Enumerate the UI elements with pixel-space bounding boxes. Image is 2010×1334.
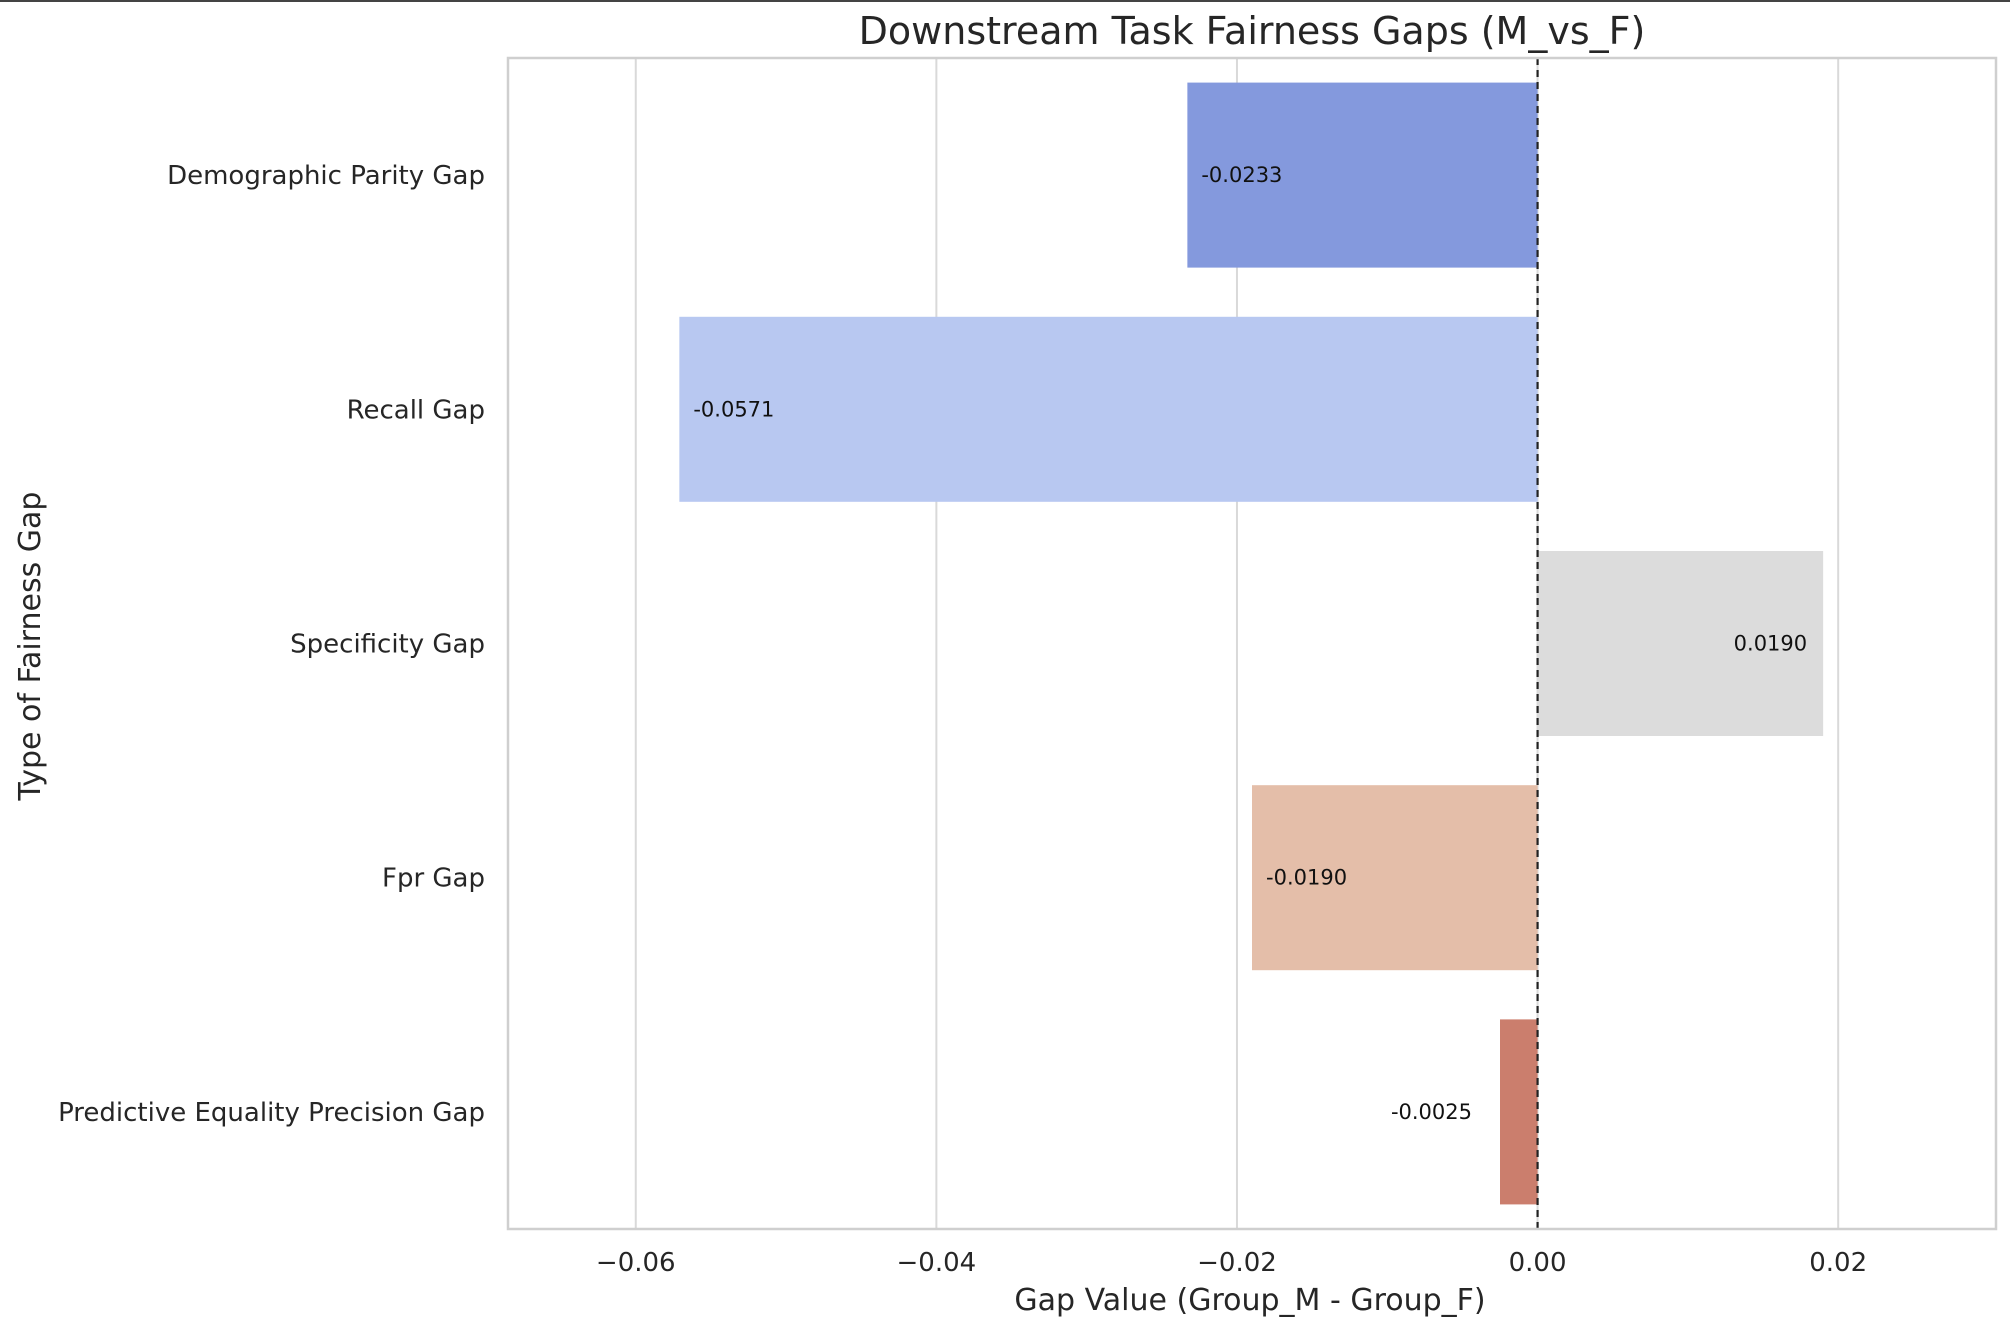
y-tick-labels: Demographic Parity Gap Recall Gap Specific… [58, 161, 485, 1128]
x-tick-label: 0.02 [1809, 1248, 1867, 1278]
category-tick-label: Specificity Gap [290, 630, 485, 660]
chart-title: Downstream Task Fairness Gaps (M_vs_F) [859, 9, 1646, 53]
bar [679, 316, 1538, 502]
bar [1187, 82, 1538, 268]
bar-value-label: 0.0190 [1734, 632, 1807, 656]
bar-value-label: -0.0571 [693, 397, 774, 421]
x-tick-label: −0.06 [596, 1248, 676, 1278]
bar [1500, 1019, 1538, 1205]
category-tick-label: Fpr Gap [382, 864, 485, 894]
bar-value-label: -0.0190 [1266, 866, 1347, 890]
bar [1537, 550, 1824, 737]
y-axis-label: Type of Fairness Gap [13, 492, 48, 802]
x-tick-label: −0.04 [897, 1248, 977, 1278]
x-tick-label: −0.02 [1197, 1248, 1277, 1278]
category-tick-label: Demographic Parity Gap [167, 161, 485, 191]
bar-value-label: -0.0233 [1201, 163, 1282, 187]
category-tick-label: Predictive Equality Precision Gap [58, 1098, 485, 1128]
x-axis-label: Gap Value (Group_M - Group_F) [1014, 1283, 1485, 1318]
x-tick-labels: −0.06 −0.04 −0.02 0.00 0.02 [596, 1248, 1867, 1278]
bar-value-label: -0.0025 [1391, 1100, 1472, 1124]
value-labels: -0.0233 -0.0571 0.0190 -0.0190 -0.0025 [693, 163, 1807, 1124]
bar [1252, 785, 1538, 971]
plot-area-frame [506, 56, 1998, 1231]
category-tick-label: Recall Gap [347, 395, 485, 425]
x-tick-label: 0.00 [1509, 1248, 1567, 1278]
bars [679, 82, 1824, 1205]
